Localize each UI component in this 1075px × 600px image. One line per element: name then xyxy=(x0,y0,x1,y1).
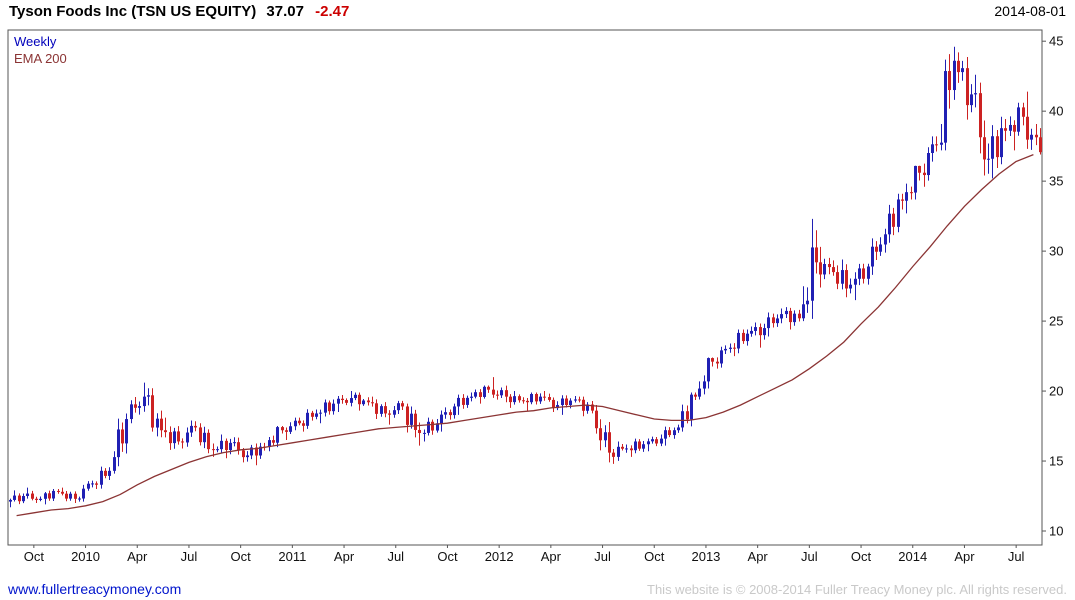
x-tick-label: Oct xyxy=(437,549,458,564)
chart-header: Tyson Foods Inc (TSN US EQUITY) 37.07 -2… xyxy=(9,3,1066,20)
x-tick-label: 2013 xyxy=(691,549,720,564)
price-change: -2.47 xyxy=(315,3,350,20)
x-tick-label: Apr xyxy=(748,549,769,564)
y-tick-label: 40 xyxy=(1049,104,1063,119)
x-tick-label: Apr xyxy=(954,549,975,564)
copyright-text: This website is © 2008-2014 Fuller Treac… xyxy=(647,582,1067,597)
y-axis: 10 15 20 25 30 35 40 45 xyxy=(1042,34,1063,539)
chart-date: 2014-08-01 xyxy=(994,3,1066,19)
chart-legend: Weekly EMA 200 xyxy=(14,33,67,67)
y-tick-label: 35 xyxy=(1049,174,1063,189)
x-tick-label: Oct xyxy=(644,549,665,564)
x-tick-label: Apr xyxy=(334,549,355,564)
x-tick-label: Oct xyxy=(231,549,252,564)
candlesticks xyxy=(9,46,1042,508)
x-tick-label: 2014 xyxy=(898,549,927,564)
x-tick-label: Jul xyxy=(594,549,611,564)
y-tick-label: 45 xyxy=(1049,34,1063,49)
x-tick-label: 2011 xyxy=(278,549,306,564)
x-axis: Oct 2010 Apr Jul Oct 2011 Apr Jul Oct 2012 Apr Jul O… xyxy=(24,545,1025,564)
y-tick-label: 20 xyxy=(1049,384,1063,399)
y-tick-label: 15 xyxy=(1049,454,1063,469)
x-tick-label: Jul xyxy=(387,549,404,564)
y-tick-label: 25 xyxy=(1049,314,1063,329)
x-tick-label: Jul xyxy=(1008,549,1025,564)
legend-ema-label: EMA 200 xyxy=(14,51,67,66)
x-tick-label: Oct xyxy=(24,549,45,564)
y-tick-label: 30 xyxy=(1049,244,1063,259)
x-tick-label: 2010 xyxy=(71,549,100,564)
x-tick-label: 2012 xyxy=(485,549,514,564)
x-tick-label: Jul xyxy=(801,549,818,564)
last-price: 37.07 xyxy=(266,3,304,20)
title-wrap: Tyson Foods Inc (TSN US EQUITY) 37.07 -2… xyxy=(9,3,349,20)
x-tick-label: Apr xyxy=(127,549,148,564)
website-link[interactable]: www.fullertreacymoney.com xyxy=(8,581,182,597)
x-tick-label: Apr xyxy=(541,549,562,564)
y-tick-label: 10 xyxy=(1049,524,1063,539)
x-tick-label: Oct xyxy=(851,549,872,564)
x-tick-label: Jul xyxy=(181,549,198,564)
legend-weekly-label: Weekly xyxy=(14,34,57,49)
page-title: Tyson Foods Inc (TSN US EQUITY) xyxy=(9,3,257,20)
footer: www.fullertreacymoney.com This website i… xyxy=(8,581,1067,597)
ema-line xyxy=(16,153,1034,517)
plot-border xyxy=(7,29,1043,546)
